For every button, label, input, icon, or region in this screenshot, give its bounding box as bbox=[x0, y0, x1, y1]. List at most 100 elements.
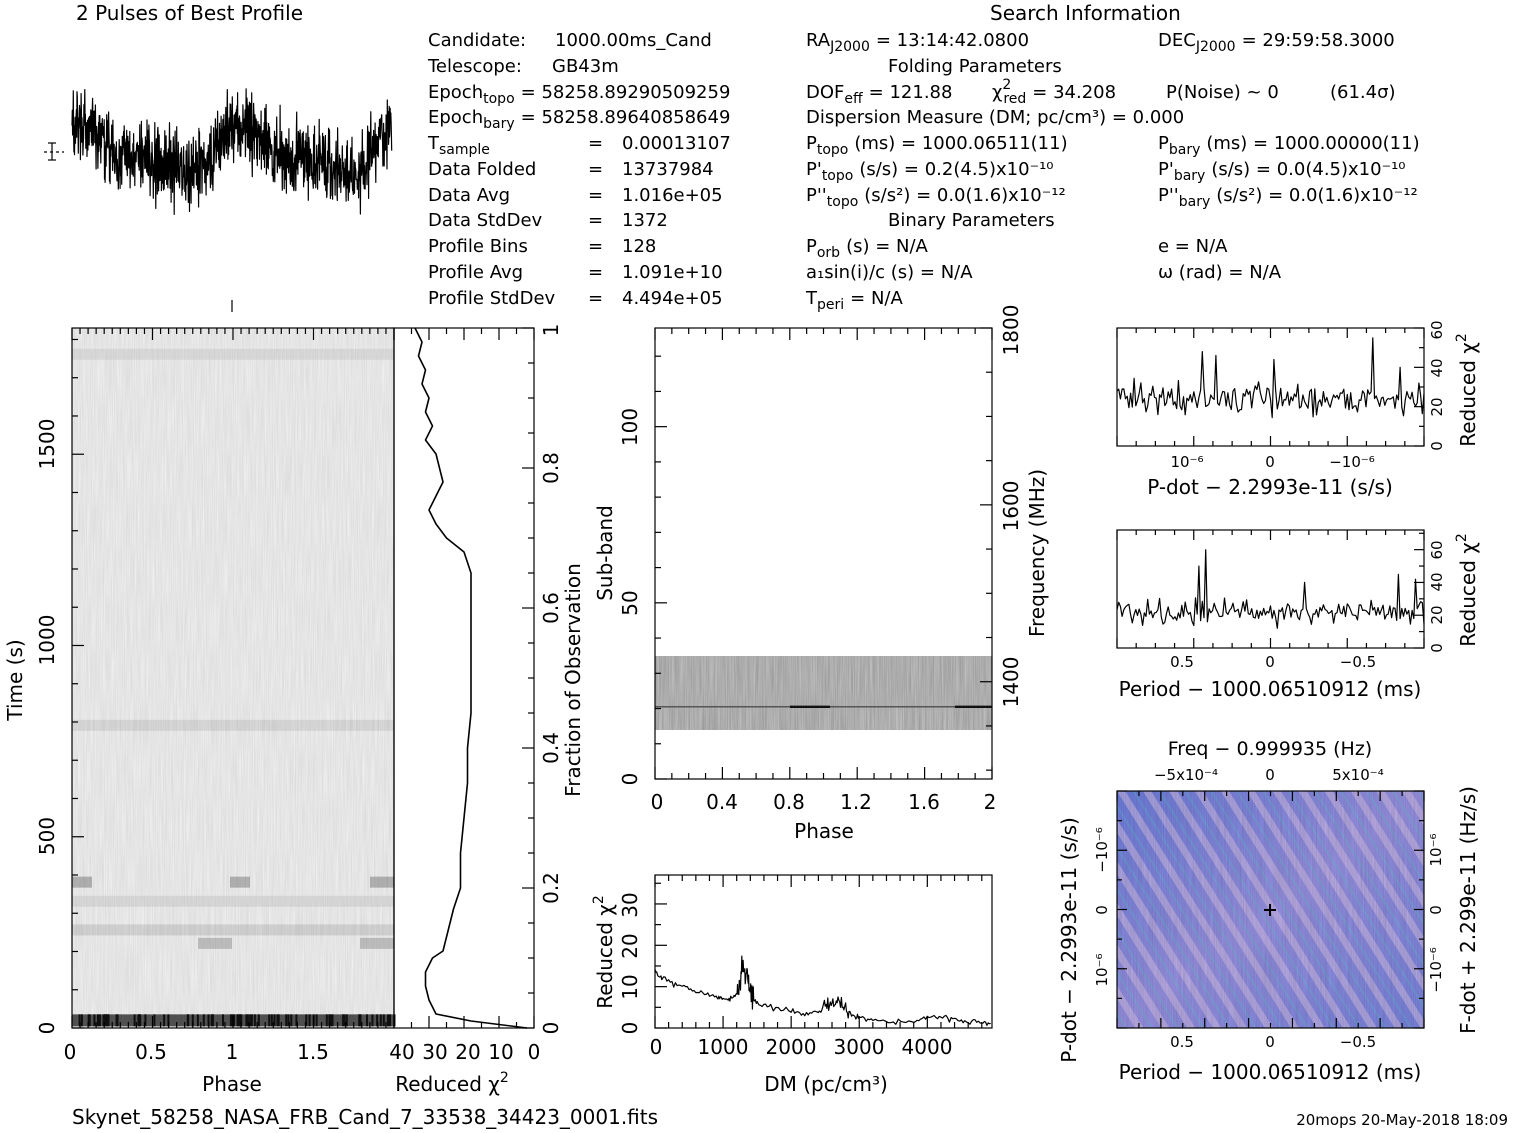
svg-text:10⁻⁶: 10⁻⁶ bbox=[1427, 833, 1445, 866]
svg-text:P'topo(s/s) = 0.2(4.5)x10⁻¹⁰: P'topo (s/s) = 0.2(4.5)x10⁻¹⁰ bbox=[806, 159, 1054, 184]
tchi-xtick-2: 20 bbox=[455, 1040, 480, 1064]
pddbary-value: (s/s²) = 0.0(1.6)x10⁻¹² bbox=[1216, 185, 1417, 206]
telescope-label: Telescope: bbox=[427, 56, 522, 77]
svg-text:0: 0 bbox=[539, 1022, 563, 1035]
dm-line: Dispersion Measure (DM; pc/cm³) = 0.000 bbox=[806, 107, 1184, 128]
tp-xtick-2: 1 bbox=[226, 1040, 239, 1064]
svg-text:0: 0 bbox=[1427, 905, 1445, 915]
svg-text:0: 0 bbox=[1265, 766, 1275, 784]
binary-header: Binary Parameters bbox=[888, 210, 1055, 231]
svg-text:−0.5: −0.5 bbox=[1340, 653, 1376, 671]
svg-text:3000: 3000 bbox=[834, 1035, 885, 1059]
dm-chi2-line bbox=[654, 955, 991, 1026]
svg-text:40: 40 bbox=[1428, 572, 1446, 591]
svg-text:Telescope:GB43m: Telescope: GB43m bbox=[427, 56, 619, 77]
svg-text:Data Avg: Data Avg bbox=[428, 185, 510, 206]
ptopo-value: (ms) = 1000.06511(11) bbox=[854, 133, 1067, 154]
search-title: Search Information bbox=[990, 1, 1181, 25]
svg-text:−10⁻⁶: −10⁻⁶ bbox=[1329, 453, 1375, 471]
svg-text:128: 128 bbox=[622, 236, 656, 257]
svg-text:=: = bbox=[588, 288, 603, 309]
svg-text:=: = bbox=[588, 210, 603, 231]
svg-text:=: = bbox=[588, 185, 603, 206]
tsample-value: 0.00013107 bbox=[622, 133, 731, 154]
tp-ylabel: Time (s) bbox=[3, 639, 27, 721]
svg-text:0: 0 bbox=[1265, 453, 1275, 471]
pdtopo-value: (s/s) = 0.2(4.5)x10⁻¹⁰ bbox=[859, 159, 1053, 180]
tp-ytick-1: 500 bbox=[35, 817, 59, 855]
svg-text:Candidate:1000.00ms_Cand: Candidate: 1000.00ms_Cand bbox=[428, 30, 712, 51]
svg-text:=: = bbox=[588, 133, 603, 154]
pbary-value: (ms) = 1000.00000(11) bbox=[1206, 133, 1419, 154]
svg-text:0.4: 0.4 bbox=[539, 732, 563, 764]
tchi-xtick-3: 10 bbox=[488, 1040, 513, 1064]
svg-text:P''bary(s/s²) = 0.0(1.6)x10⁻¹²: P''bary (s/s²) = 0.0(1.6)x10⁻¹² bbox=[1158, 185, 1418, 210]
time-chi2-panel: 40 30 20 10 0 Reduced χ2 0 0.2 0.4 0.6 0… bbox=[389, 324, 585, 1096]
svg-text:−10⁻⁶: −10⁻⁶ bbox=[1427, 947, 1445, 993]
ppdot-ylabel-right: F-dot + 2.299e-11 (Hz/s) bbox=[1456, 786, 1480, 1034]
svg-text:1372: 1372 bbox=[622, 210, 668, 231]
period-chi2-panel: 0.5 0 −0.5 Period − 1000.06510912 (ms) 0… bbox=[1116, 529, 1480, 701]
info-left: Candidate: 1000.00ms_Cand Telescope: GB43m… bbox=[427, 30, 731, 309]
svg-text:0: 0 bbox=[650, 1035, 663, 1059]
svg-text:0.5: 0.5 bbox=[1170, 1033, 1194, 1051]
svg-text:60: 60 bbox=[1428, 540, 1446, 559]
svg-text:=: = bbox=[588, 236, 603, 257]
svg-text:Profile Bins: Profile Bins bbox=[428, 236, 528, 257]
profile-title: 2 Pulses of Best Profile bbox=[76, 1, 303, 25]
dm-xlabel: DM (pc/cm³) bbox=[764, 1072, 888, 1096]
svg-text:0.5: 0.5 bbox=[1170, 653, 1194, 671]
svg-text:10⁻⁶: 10⁻⁶ bbox=[1093, 953, 1111, 986]
sigma-value: (61.4σ) bbox=[1330, 82, 1396, 103]
svg-text:−10⁻⁶: −10⁻⁶ bbox=[1093, 827, 1111, 873]
svg-text:4.494e+05: 4.494e+05 bbox=[622, 288, 723, 309]
svg-text:1.6: 1.6 bbox=[908, 790, 940, 814]
svg-text:10: 10 bbox=[618, 974, 642, 999]
tp-xlabel: Phase bbox=[202, 1072, 262, 1096]
svg-text:=: = bbox=[588, 159, 603, 180]
time-phase-panel: 0 0.5 1 1.5 Phase 0 500 1000 1500 Time (… bbox=[3, 327, 396, 1096]
svg-text:5x10⁻⁴: 5x10⁻⁴ bbox=[1332, 766, 1383, 784]
svg-text:1800: 1800 bbox=[999, 305, 1023, 356]
tp-ytick-2: 1000 bbox=[35, 615, 59, 666]
svg-text:0: 0 bbox=[618, 1022, 642, 1035]
candidate-label: Candidate: bbox=[428, 30, 526, 51]
svg-text:0.4: 0.4 bbox=[706, 790, 738, 814]
svg-text:Profile StdDev: Profile StdDev bbox=[428, 288, 556, 309]
period-ylabel: Reduced χ2 bbox=[1454, 533, 1480, 647]
svg-text:Ptopo(ms) = 1000.06511(11): Ptopo (ms) = 1000.06511(11) bbox=[806, 133, 1068, 158]
tchi-xlabel: Reduced χ2 bbox=[395, 1070, 509, 1096]
svg-text:−0.5: −0.5 bbox=[1340, 1033, 1376, 1051]
svg-text:30: 30 bbox=[618, 892, 642, 917]
tchi-xtick-1: 30 bbox=[422, 1040, 447, 1064]
svg-text:Tsample: Tsample bbox=[427, 133, 490, 158]
period-chi2-line bbox=[1116, 549, 1425, 629]
frequency-label: Frequency (MHz) bbox=[1025, 469, 1049, 637]
tp-xtick-1: 0.5 bbox=[135, 1040, 167, 1064]
svg-text:0: 0 bbox=[1265, 1033, 1275, 1051]
pdbary-value: (s/s) = 0.0(4.5)x10⁻¹⁰ bbox=[1211, 159, 1405, 180]
svg-text:Data StdDev: Data StdDev bbox=[428, 210, 543, 231]
svg-text:RAJ2000= 13:14:42.0800: RAJ2000 = 13:14:42.0800 bbox=[806, 30, 1029, 55]
svg-text:P'bary(s/s) = 0.0(4.5)x10⁻¹⁰: P'bary (s/s) = 0.0(4.5)x10⁻¹⁰ bbox=[1158, 159, 1406, 184]
svg-text:0: 0 bbox=[1428, 643, 1446, 653]
svg-text:DOFeff= 121.88: DOFeff = 121.88 bbox=[806, 82, 952, 107]
svg-text:Tperi= N/A: Tperi = N/A bbox=[805, 288, 903, 313]
candidate-value: 1000.00ms_Cand bbox=[555, 30, 712, 51]
svg-text:4000: 4000 bbox=[902, 1035, 953, 1059]
ppdot-ylabel: P-dot − 2.2993e-11 (s/s) bbox=[1057, 817, 1081, 1063]
tchi-xtick-4: 0 bbox=[528, 1040, 541, 1064]
footer-filename: Skynet_58258_NASA_FRB_Cand_7_33538_34423… bbox=[72, 1105, 658, 1129]
telescope-value: GB43m bbox=[552, 56, 619, 77]
svg-text:0.8: 0.8 bbox=[773, 790, 805, 814]
epoch-topo-value: = 58258.89290509259 bbox=[521, 82, 731, 103]
time-chi2-line bbox=[414, 327, 528, 1029]
svg-text:0: 0 bbox=[651, 790, 664, 814]
freq-title: Freq − 0.999935 (Hz) bbox=[1168, 738, 1372, 760]
period-xlabel: Period − 1000.06510912 (ms) bbox=[1119, 677, 1422, 701]
subband-phase-panel: 0 0.4 0.8 1.2 1.6 2 Phase 0 50 100 Sub-b… bbox=[593, 305, 1049, 843]
svg-text:0.6: 0.6 bbox=[539, 592, 563, 624]
svg-text:0: 0 bbox=[1428, 441, 1446, 451]
svg-text:10⁻⁶: 10⁻⁶ bbox=[1170, 453, 1203, 471]
profile-panel bbox=[44, 88, 393, 312]
